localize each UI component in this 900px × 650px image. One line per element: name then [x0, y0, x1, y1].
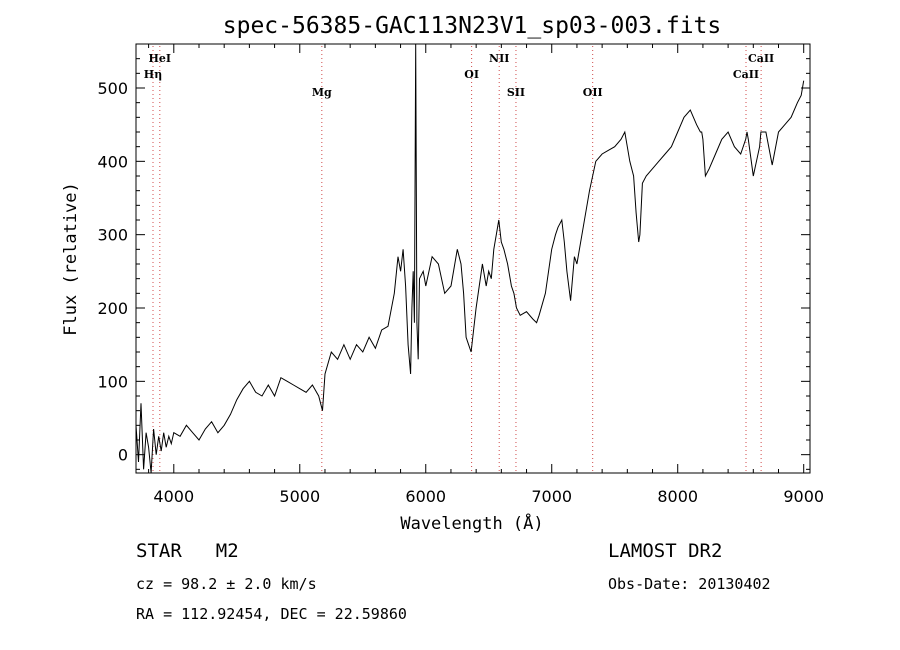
marker-label: OI: [464, 68, 479, 81]
x-tick-label: 8000: [657, 487, 698, 506]
x-axis-label: Wavelength (Å): [400, 512, 543, 534]
x-tick-label: 9000: [783, 487, 824, 506]
survey-label: LAMOST DR2: [608, 540, 723, 562]
x-tick-label: 6000: [405, 487, 446, 506]
obs-date-text: Obs-Date: 20130402: [608, 575, 771, 593]
y-axis: 0 100 200 300 400 500: [97, 58, 810, 470]
y-tick-label: 0: [118, 446, 128, 465]
redshift-text: cz = 98.2 ± 2.0 km/s: [136, 575, 317, 593]
marker-label: Mg: [312, 86, 332, 99]
y-tick-label: 500: [97, 79, 128, 98]
subclass-label: M2: [215, 540, 239, 562]
y-tick-label: 300: [97, 226, 128, 245]
plot-frame: [135, 43, 811, 474]
y-tick-label: 100: [97, 372, 128, 391]
chart-title: spec-56385-GAC113N23V1_sp03-003.fits: [223, 13, 722, 39]
marker-label: SII: [507, 86, 525, 99]
marker-label: CaII: [733, 68, 759, 81]
y-tick-label: 400: [97, 152, 128, 171]
y-tick-label: 200: [97, 299, 128, 318]
line-markers: HeI Hη Mg OI NII SII OII CaII CaII: [144, 46, 774, 471]
x-tick-label: 4000: [153, 487, 194, 506]
x-tick-label: 5000: [279, 487, 320, 506]
marker-label: NII: [489, 52, 509, 65]
x-axis: 4000 5000 6000 7000 8000 9000: [148, 44, 824, 506]
y-axis-label: Flux (relative): [61, 182, 81, 336]
marker-label: CaII: [748, 52, 774, 65]
x-tick-label: 7000: [531, 487, 572, 506]
class-label: STAR: [136, 540, 182, 562]
marker-label: Hη: [144, 68, 162, 81]
spectrum-series-line: [135, 43, 805, 474]
marker-label: HeI: [149, 52, 172, 65]
object-class: STAR M2: [136, 540, 239, 562]
coordinates-text: RA = 112.92454, DEC = 22.59860: [136, 605, 407, 623]
marker-label: OII: [583, 86, 603, 99]
